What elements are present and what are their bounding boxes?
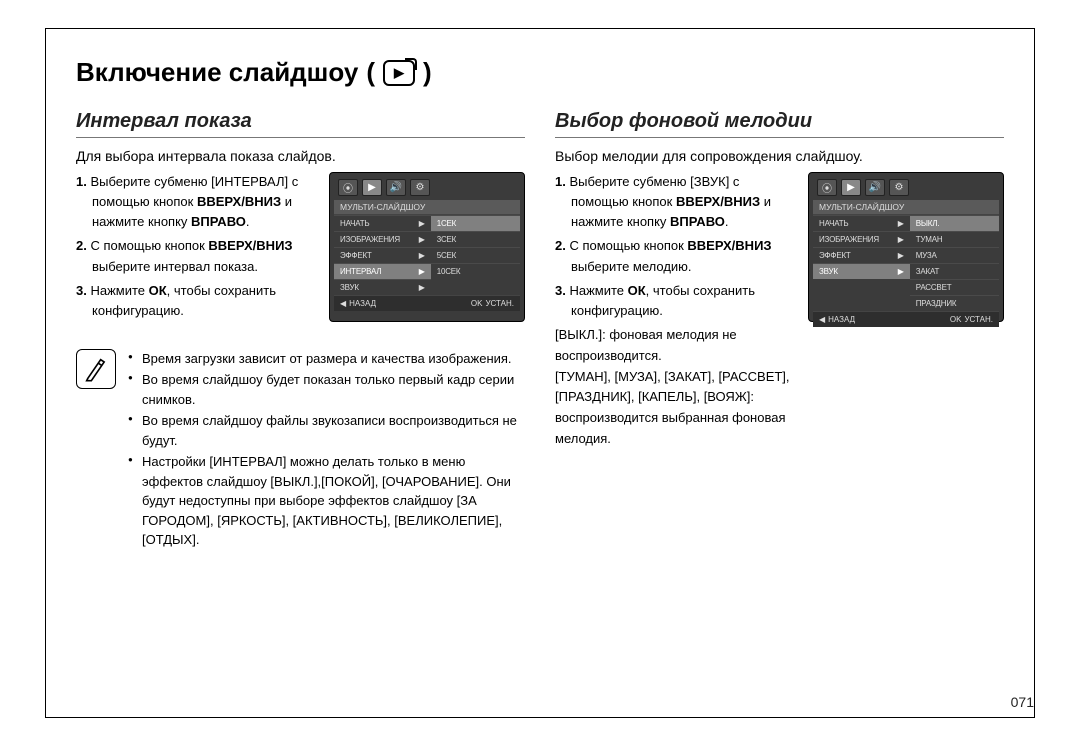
screen-row: 3СЕК bbox=[431, 231, 520, 247]
right-screen: ⦿ ▶ 🔊 ⚙ МУЛЬТИ-СЛАЙДШОУ НАЧАТЬ▶ИЗОБРАЖЕН… bbox=[808, 172, 1004, 322]
tab-sound-icon: 🔊 bbox=[386, 179, 406, 196]
left-intro: Для выбора интервала показа слайдов. bbox=[76, 148, 525, 164]
note-item: Настройки [ИНТЕРВАЛ] можно делать только… bbox=[128, 452, 525, 550]
tab-icon: ⦿ bbox=[817, 179, 837, 196]
columns: Интервал показа Для выбора интервала пок… bbox=[76, 110, 1004, 552]
step-item: 2. С помощью кнопок ВВЕРХ/ВНИЗ выберите … bbox=[555, 236, 798, 276]
screen-header: МУЛЬТИ-СЛАЙДШОУ bbox=[334, 200, 520, 215]
screen-row: ЭФФЕКТ▶ bbox=[334, 247, 431, 263]
right-steps: 1. Выберите субменю [ЗВУК] с помощью кно… bbox=[555, 172, 798, 450]
screen-tabs: ⦿ ▶ 🔊 ⚙ bbox=[334, 177, 520, 200]
left-heading: Интервал показа bbox=[76, 110, 525, 138]
screen-body: НАЧАТЬ▶ИЗОБРАЖЕНИЯ▶ЭФФЕКТ▶ИНТЕРВАЛ▶ЗВУК▶… bbox=[334, 215, 520, 295]
screen-row: ЭФФЕКТ▶ bbox=[813, 247, 910, 263]
screen-row: 1СЕК bbox=[431, 215, 520, 231]
screen-row: ВЫКЛ. bbox=[910, 215, 999, 231]
step-item: 1. Выберите субменю [ИНТЕРВАЛ] с помощью… bbox=[76, 172, 319, 232]
screen-footer: ◀ НАЗАД OK УСТАН. bbox=[334, 295, 520, 311]
screen-row: НАЧАТЬ▶ bbox=[813, 215, 910, 231]
left-column: Интервал показа Для выбора интервала пок… bbox=[76, 110, 525, 552]
screen-row: ТУМАН bbox=[910, 231, 999, 247]
screen-body: НАЧАТЬ▶ИЗОБРАЖЕНИЯ▶ЭФФЕКТ▶ЗВУК▶ ВЫКЛ.ТУМ… bbox=[813, 215, 999, 311]
screen-row: ИНТЕРВАЛ▶ bbox=[334, 263, 431, 279]
left-steps: 1. Выберите субменю [ИНТЕРВАЛ] с помощью… bbox=[76, 172, 319, 325]
screen-row: ЗВУК▶ bbox=[813, 263, 910, 279]
screen-footer: ◀ НАЗАД OK УСТАН. bbox=[813, 311, 999, 327]
footer-ok: OK bbox=[950, 315, 962, 324]
right-steps-row: 1. Выберите субменю [ЗВУК] с помощью кно… bbox=[555, 172, 1004, 450]
page: Включение слайдшоу ( ) Интервал показа Д… bbox=[45, 28, 1035, 718]
note-list: Время загрузки зависит от размера и каче… bbox=[128, 349, 525, 552]
after-step-line: [ТУМАН], [МУЗА], [ЗАКАТ], [РАССВЕТ], [ПР… bbox=[555, 367, 798, 450]
right-intro: Выбор мелодии для сопровождения слайдшоу… bbox=[555, 148, 1004, 164]
note-item: Время загрузки зависит от размера и каче… bbox=[128, 349, 525, 369]
screen-row: ЗАКАТ bbox=[910, 263, 999, 279]
note-icon bbox=[76, 349, 116, 389]
screen-header: МУЛЬТИ-СЛАЙДШОУ bbox=[813, 200, 999, 215]
screen-row: ЗВУК▶ bbox=[334, 279, 431, 295]
tab-play-icon: ▶ bbox=[362, 179, 382, 196]
after-step-line: [ВЫКЛ.]: фоновая мелодия не воспроизводи… bbox=[555, 325, 798, 367]
back-arrow-icon: ◀ bbox=[819, 315, 825, 324]
left-screen: ⦿ ▶ 🔊 ⚙ МУЛЬТИ-СЛАЙДШОУ НАЧАТЬ▶ИЗОБРАЖЕН… bbox=[329, 172, 525, 322]
screen-row: МУЗА bbox=[910, 247, 999, 263]
screen-row: НАЧАТЬ▶ bbox=[334, 215, 431, 231]
screen-row: ИЗОБРАЖЕНИЯ▶ bbox=[813, 231, 910, 247]
step-item: 3. Нажмите ОК, чтобы сохранить конфигура… bbox=[555, 281, 798, 321]
page-number: 071 bbox=[1011, 694, 1034, 710]
note-box: Время загрузки зависит от размера и каче… bbox=[76, 349, 525, 552]
note-item: Во время слайдшоу будет показан только п… bbox=[128, 370, 525, 409]
footer-set: УСТАН. bbox=[964, 315, 993, 324]
step-item: 3. Нажмите ОК, чтобы сохранить конфигура… bbox=[76, 281, 319, 321]
footer-set: УСТАН. bbox=[485, 299, 514, 308]
step-item: 1. Выберите субменю [ЗВУК] с помощью кно… bbox=[555, 172, 798, 232]
screen-row: 5СЕК bbox=[431, 247, 520, 263]
back-arrow-icon: ◀ bbox=[340, 299, 346, 308]
tab-settings-icon: ⚙ bbox=[410, 179, 430, 196]
screen-row: РАССВЕТ bbox=[910, 279, 999, 295]
footer-back: НАЗАД bbox=[828, 315, 855, 324]
slideshow-icon bbox=[383, 60, 415, 86]
footer-back: НАЗАД bbox=[349, 299, 376, 308]
step-item: 2. С помощью кнопок ВВЕРХ/ВНИЗ выберите … bbox=[76, 236, 319, 276]
tab-icon: ⦿ bbox=[338, 179, 358, 196]
screen-tabs: ⦿ ▶ 🔊 ⚙ bbox=[813, 177, 999, 200]
tab-sound-icon: 🔊 bbox=[865, 179, 885, 196]
screen-row: 10СЕК bbox=[431, 263, 520, 279]
page-title-text: Включение слайдшоу bbox=[76, 57, 358, 88]
right-after-steps: [ВЫКЛ.]: фоновая мелодия не воспроизводи… bbox=[555, 325, 798, 450]
tab-play-icon: ▶ bbox=[841, 179, 861, 196]
note-item: Во время слайдшоу файлы звукозаписи восп… bbox=[128, 411, 525, 450]
right-heading: Выбор фоновой мелодии bbox=[555, 110, 1004, 138]
tab-settings-icon: ⚙ bbox=[889, 179, 909, 196]
screen-row: ИЗОБРАЖЕНИЯ▶ bbox=[334, 231, 431, 247]
right-column: Выбор фоновой мелодии Выбор мелодии для … bbox=[555, 110, 1004, 552]
page-title: Включение слайдшоу ( ) bbox=[76, 57, 1004, 88]
screen-row: ПРАЗДНИК bbox=[910, 295, 999, 311]
left-steps-row: 1. Выберите субменю [ИНТЕРВАЛ] с помощью… bbox=[76, 172, 525, 325]
footer-ok: OK bbox=[471, 299, 483, 308]
